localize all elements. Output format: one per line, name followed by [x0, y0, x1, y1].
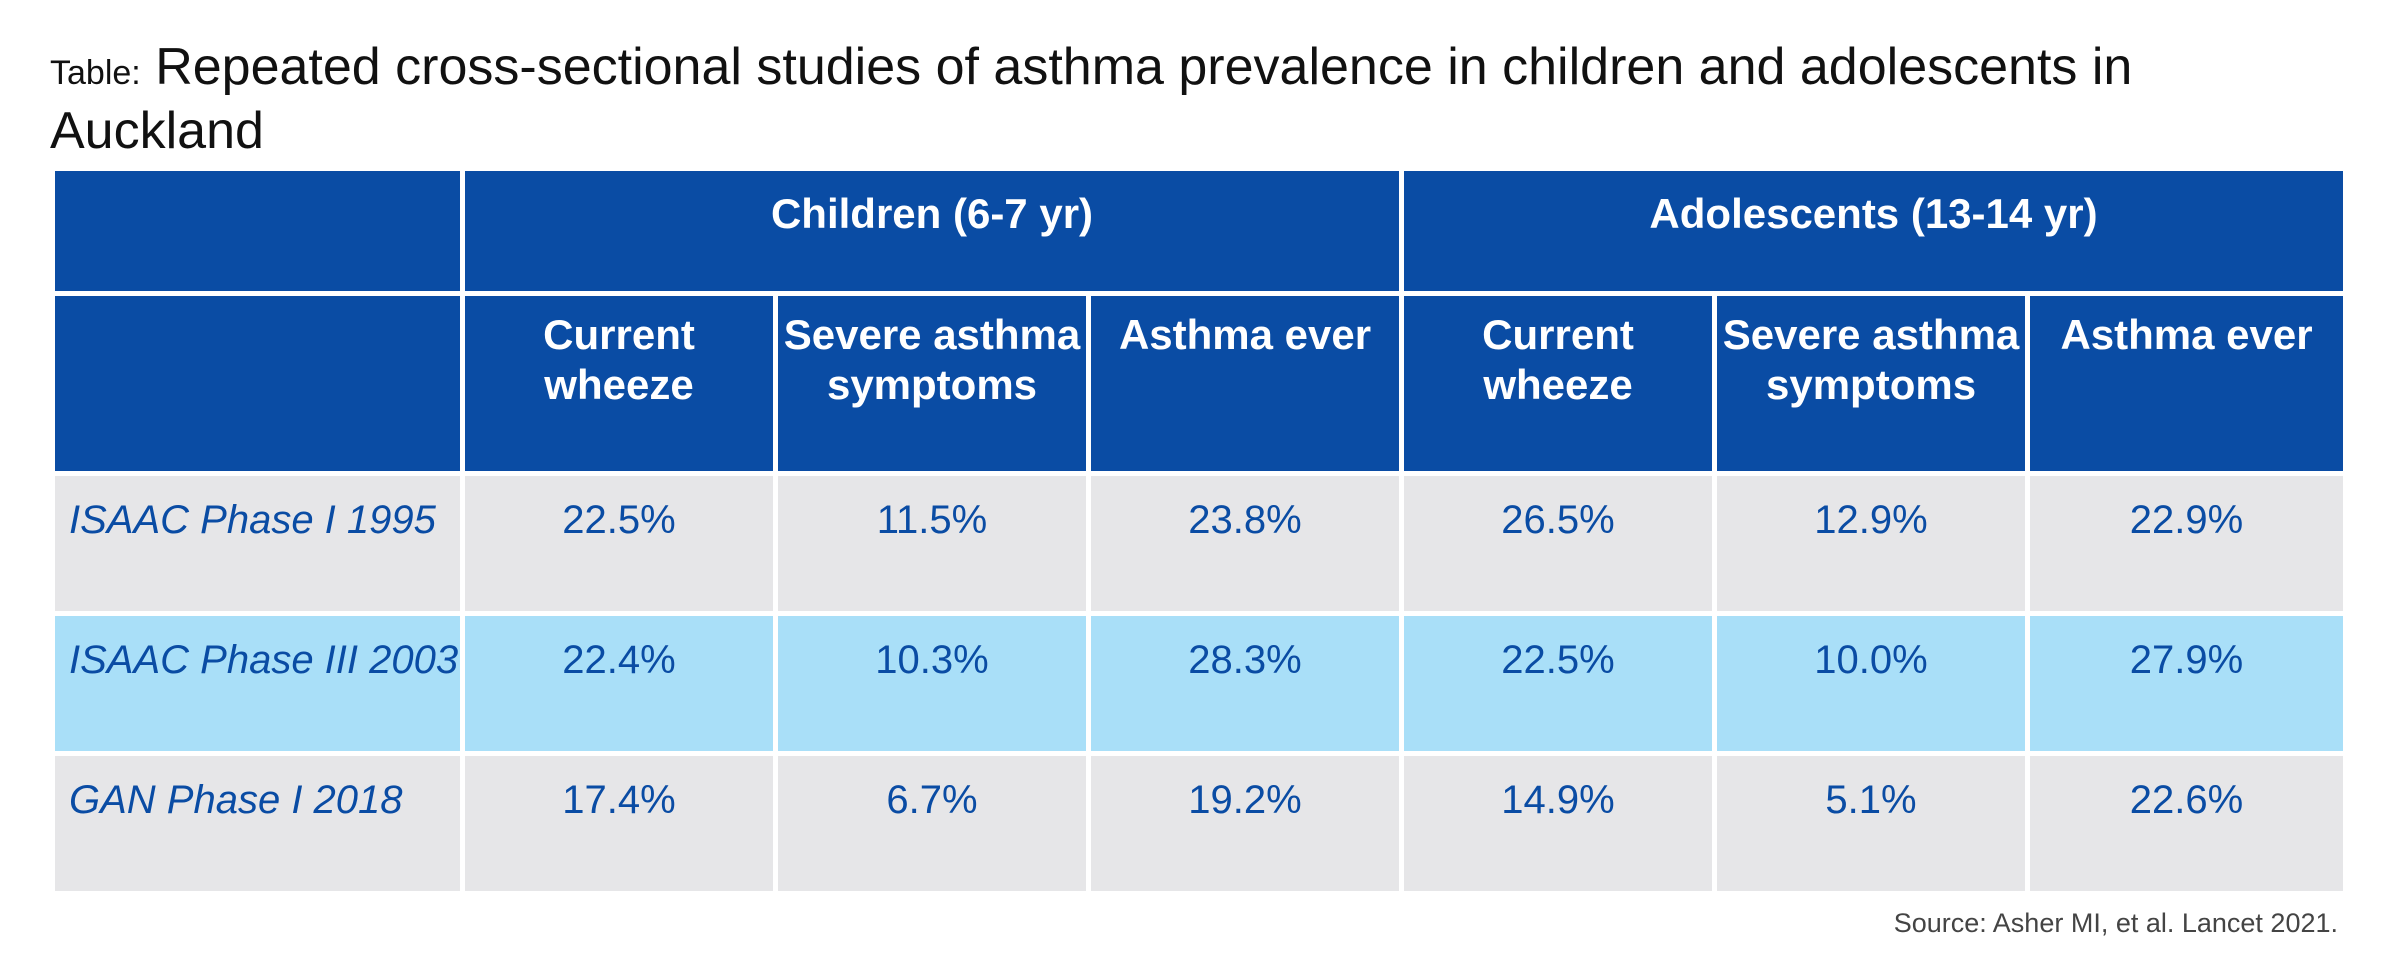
table-cell: 10.3% [773, 611, 1091, 756]
title-text: Repeated cross-sectional studies of asth… [50, 38, 2133, 160]
title-prefix: Table: [50, 54, 141, 92]
row-label: ISAAC Phase I 1995 [50, 471, 465, 616]
corner-cell [50, 166, 465, 296]
group-header-row: Children (6-7 yr) Adolescents (13-14 yr) [50, 166, 2349, 296]
column-header: Current wheeze [460, 291, 778, 476]
table-cell: 22.6% [2025, 751, 2349, 896]
table-cell: 26.5% [1399, 471, 1718, 616]
table-cell: 6.7% [773, 751, 1091, 896]
table-title: Table: Repeated cross-sectional studies … [50, 38, 2350, 160]
table-cell: 22.5% [1399, 611, 1718, 756]
table-cell: 12.9% [1712, 471, 2031, 616]
table-cell: 23.8% [1085, 471, 1405, 616]
table-cell: 28.3% [1085, 611, 1405, 756]
group-header-adolescents: Adolescents (13-14 yr) [1399, 166, 2349, 296]
column-header: Severe asthma symptoms [1712, 291, 2031, 476]
table-cell: 10.0% [1712, 611, 2031, 756]
corner-cell [50, 291, 465, 476]
table-cell: 22.9% [2025, 471, 2349, 616]
table-cell: 27.9% [2025, 611, 2349, 756]
source-citation: Source: Asher MI, et al. Lancet 2021. [1893, 908, 2338, 938]
group-header-children: Children (6-7 yr) [459, 166, 1405, 296]
column-header: Current wheeze [1399, 291, 1718, 476]
column-header: Severe asthma symptoms [773, 291, 1091, 476]
prevalence-table: Children (6-7 yr) Adolescents (13-14 yr)… [50, 166, 2349, 896]
table-cell: 22.4% [460, 611, 778, 756]
column-header: Asthma ever [2025, 291, 2349, 476]
column-header-row: Current wheeze Severe asthma symptoms As… [50, 291, 2349, 476]
table-cell: 14.9% [1399, 751, 1718, 896]
table-cell: 22.5% [460, 471, 778, 616]
table-cell: 19.2% [1085, 751, 1405, 896]
table-row: GAN Phase I 2018 17.4% 6.7% 19.2% 14.9% … [50, 751, 2349, 896]
row-label: GAN Phase I 2018 [50, 751, 465, 896]
column-header: Asthma ever [1085, 291, 1405, 476]
row-label: ISAAC Phase III 2003 [50, 611, 465, 756]
table-cell: 17.4% [460, 751, 778, 896]
table-cell: 11.5% [773, 471, 1091, 616]
table-row: ISAAC Phase I 1995 22.5% 11.5% 23.8% 26.… [50, 471, 2349, 616]
table-cell: 5.1% [1712, 751, 2031, 896]
table-row: ISAAC Phase III 2003 22.4% 10.3% 28.3% 2… [50, 611, 2349, 756]
